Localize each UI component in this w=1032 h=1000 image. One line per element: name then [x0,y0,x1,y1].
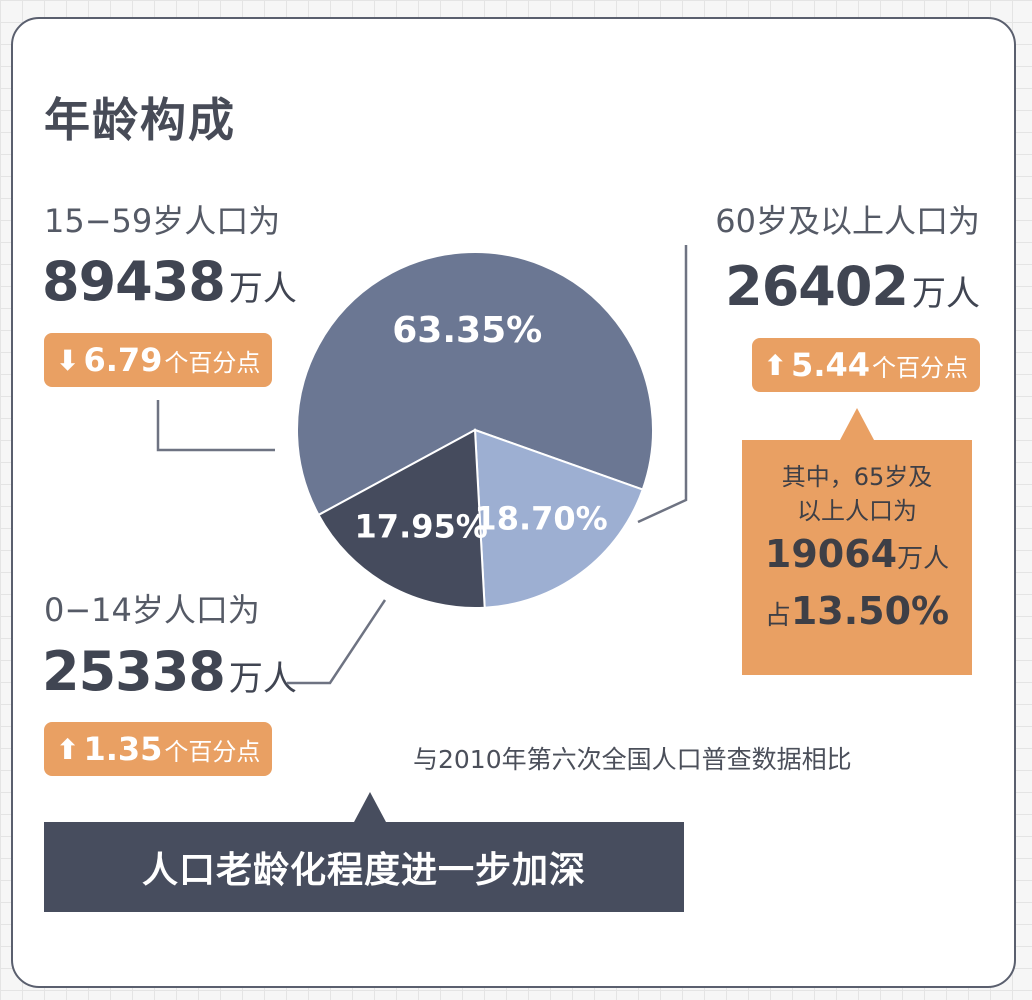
age-15-59-population: 89438 万人 [42,250,297,313]
age-15-59-change-value: 6.79 [83,341,163,379]
callout-line-1: 其中，65岁及 [781,463,933,491]
arrow-up-icon: ⬆ [763,348,788,382]
age-15-59-unit: 万人 [228,269,297,309]
age-60-plus-change-value: 5.44 [791,346,870,384]
age-60-plus-unit: 万人 [912,274,980,314]
age-0-14-number: 25338 [42,640,226,703]
leader-line-60-plus [637,245,688,524]
callout-line-2: 以上人口为 [797,497,917,525]
age-60-plus-change-suffix: 个百分点 [872,353,968,382]
conclusion-text: 人口老龄化程度进一步加深 [141,850,586,891]
pie-label-0: 63.35% [392,310,542,351]
age-0-14-population: 25338 万人 [42,640,297,703]
age-15-59-label: 15−59岁人口为 [44,202,281,240]
callout-prefix: 占 [764,601,791,631]
leader-line-0-14 [287,599,387,685]
callout-unit: 万人 [897,544,950,574]
age-65-plus-callout: 其中，65岁及 以上人口为 19064万人 占13.50% [742,408,972,675]
age-0-14-label: 0−14岁人口为 [44,591,260,629]
age-0-14-change-suffix: 个百分点 [164,737,261,766]
page-title: 年龄构成 [44,93,236,147]
callout-percent: 13.50% [790,589,950,633]
arrow-down-icon: ⬇ [56,343,80,377]
pie-labels: 63.35% 18.70%17.95% [355,310,608,545]
conclusion-banner: 人口老龄化程度进一步加深 [44,792,684,912]
callout-number: 19064 [764,532,898,576]
age-60-plus-population: 26402 万人 [725,255,980,318]
callout-population: 19064万人 [742,528,972,585]
pie-slice-2 [317,428,486,609]
age-0-14-change-badge: ⬆ 1.35 个百分点 [44,722,273,776]
pie-slices [296,251,654,609]
age-0-14-unit: 万人 [228,659,297,699]
arrow-up-icon: ⬆ [56,732,80,766]
comparison-footnote: 与2010年第六次全国人口普查数据相比 [413,745,852,774]
age-60-plus-change-badge: ⬆ 5.44 个百分点 [751,338,980,392]
leader-line-15-59 [156,400,275,452]
pie-label-2: 17.95% [355,507,488,545]
age-60-plus-label: 60岁及以上人口为 [715,202,980,240]
pie-slice-0 [296,251,654,517]
pie-slice-1 [473,428,645,609]
age-15-59-change-suffix: 个百分点 [164,348,261,377]
age-15-59-change-badge: ⬇ 6.79 个百分点 [44,333,273,387]
age-0-14-change-value: 1.35 [83,730,163,768]
pie-label-1: 18.70% [474,499,607,537]
callout-share: 占13.50% [742,585,972,642]
age-15-59-number: 89438 [42,250,226,313]
age-60-plus-number: 26402 [725,255,909,318]
leader-lines [156,245,688,685]
